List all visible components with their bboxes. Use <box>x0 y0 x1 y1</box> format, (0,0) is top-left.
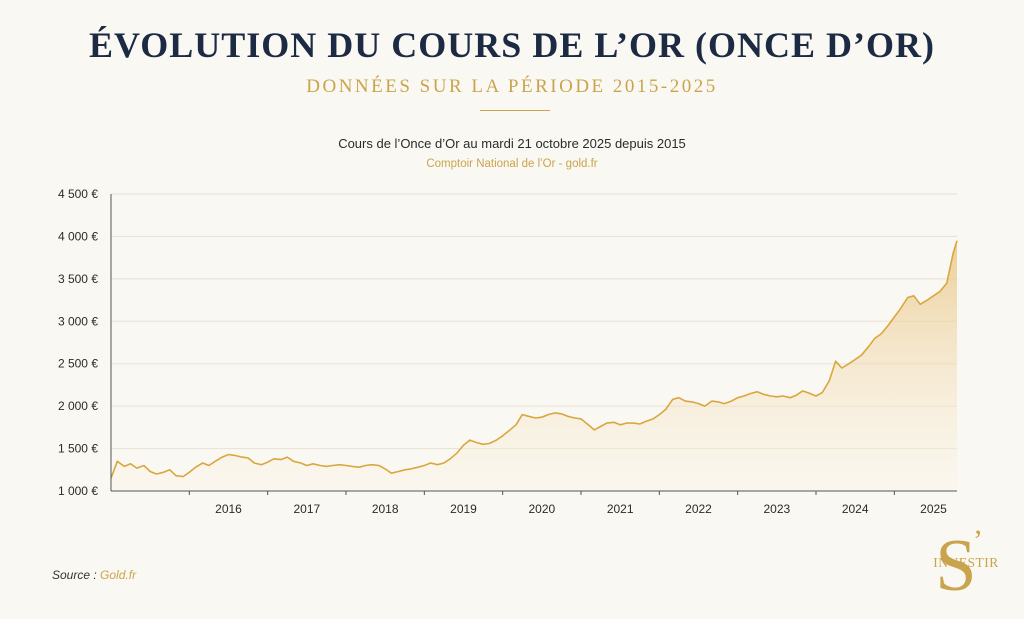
y-tick-label-2000: 2 000 € <box>58 399 98 413</box>
source-label: Source : <box>52 568 97 582</box>
page-title: ÉVOLUTION DU COURS DE L’OR (ONCE D’OR) <box>88 25 935 65</box>
x-tick-label-2022: 2022 <box>685 502 712 516</box>
source-link[interactable]: Gold.fr <box>100 568 137 582</box>
y-tick-label-1500: 1 500 € <box>58 442 98 456</box>
s-investir-logo: S ’ INVESTIR <box>933 524 999 600</box>
chart-caption-source: Comptoir National de l’Or - gold.fr <box>426 158 598 170</box>
y-tick-label-1000: 1 000 € <box>58 484 98 498</box>
x-tick-labels: 2016 2017 2018 2019 2020 2021 2022 2023 2024 2025 <box>215 502 947 516</box>
logo-apostrophe: ’ <box>973 524 983 557</box>
x-tick-label-2023: 2023 <box>763 502 790 516</box>
series-area-fill <box>111 240 957 491</box>
x-tick-label-2016: 2016 <box>215 502 242 516</box>
x-tick-label-2024: 2024 <box>842 502 869 516</box>
y-tick-labels: 1 000 € 1 500 € 2 000 € 2 500 € 3 000 € 3 500… <box>58 187 98 498</box>
y-tick-label-3500: 3 500 € <box>58 272 98 286</box>
page-subtitle: DONNÉES SUR LA PÉRIODE 2015-2025 <box>306 76 718 97</box>
axes <box>110 194 957 495</box>
chart-caption: Cours de l’Once d’Or au mardi 21 octobre… <box>338 136 686 151</box>
x-tick-label-2018: 2018 <box>372 502 399 516</box>
title-divider <box>480 110 550 111</box>
series-area-layer <box>110 240 958 491</box>
x-tick-label-2019: 2019 <box>450 502 477 516</box>
logo-letter: S <box>935 525 976 600</box>
source-note: Source : Gold.fr <box>52 568 136 582</box>
y-tick-label-4000: 4 000 € <box>58 229 98 243</box>
y-tick-label-4500: 4 500 € <box>58 187 98 201</box>
y-tick-label-3000: 3 000 € <box>58 314 98 328</box>
logo-word: INVESTIR <box>933 555 999 570</box>
x-tick-label-2025: 2025 <box>920 502 947 516</box>
series-line <box>110 240 958 479</box>
x-tick-label-2020: 2020 <box>528 502 555 516</box>
y-tick-label-2500: 2 500 € <box>58 357 98 371</box>
x-tick-label-2021: 2021 <box>607 502 634 516</box>
x-tick-label-2017: 2017 <box>293 502 320 516</box>
